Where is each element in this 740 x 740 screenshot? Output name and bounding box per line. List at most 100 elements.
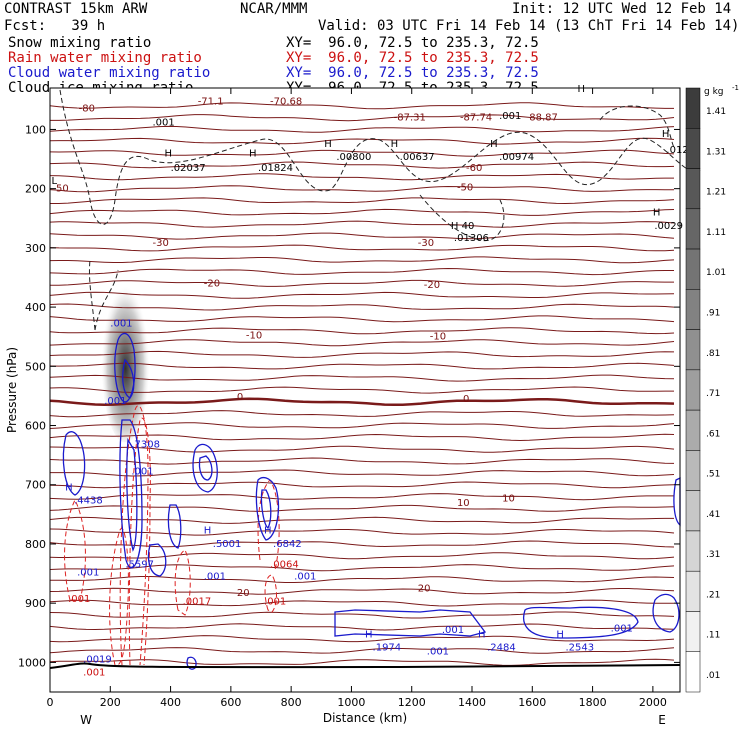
- legend-cloudice-name: Cloud ice mixing ratio: [8, 80, 194, 96]
- rain-contour: [264, 574, 277, 613]
- contour-label: H: [653, 207, 661, 218]
- temperature-contour: [49, 564, 675, 572]
- ground-line: [49, 662, 681, 669]
- contour-label: H: [204, 525, 212, 536]
- contour-label: -80: [79, 104, 95, 115]
- temperature-contour: [49, 350, 675, 358]
- valid-time: Valid: 03 UTC Fri 14 Feb 14 (13 ChT Fri …: [318, 18, 740, 34]
- temperature-contour: [49, 256, 675, 264]
- cloud-water-contour: [673, 476, 681, 527]
- contour-label: .001: [83, 667, 105, 678]
- x-tick-label: 600: [220, 696, 241, 709]
- temperature-contour: [49, 374, 675, 382]
- y-axis-label: Pressure (hPa): [5, 347, 19, 433]
- temperature-contour: [49, 125, 675, 133]
- temperature-contour: [49, 315, 675, 323]
- colorbar-unit-exponent: -1: [732, 84, 739, 92]
- colorbar-swatch: [685, 450, 701, 491]
- contour-label: .01824: [258, 163, 293, 174]
- contour-label: .001: [264, 596, 286, 607]
- y-tick-label: 1000: [18, 656, 46, 669]
- temperature-contour: [49, 623, 675, 631]
- legend-cloudwater-name: Cloud water mixing ratio: [8, 65, 211, 81]
- contour-label: .5001: [213, 539, 242, 550]
- temperature-contour: [49, 149, 675, 157]
- contour-label: .001: [442, 625, 464, 636]
- contour-label: 88.87: [529, 113, 558, 124]
- cloud-water-contour: [198, 455, 213, 481]
- colorbar-label: .91: [706, 309, 720, 319]
- colorbar-label: .81: [706, 349, 720, 359]
- contour-label: .00637: [400, 152, 435, 163]
- contour-label: -20: [424, 280, 440, 291]
- temperature-contour: [49, 291, 675, 299]
- legend-rain-name: Rain water mixing ratio: [8, 50, 202, 66]
- cloud-water-contour: [119, 419, 143, 569]
- contour-label: H: [556, 630, 564, 641]
- temperature-contour: [49, 658, 675, 666]
- legend-cloudice-xy: XY= 96.0, 72.5 to 235.3, 72.5: [286, 80, 539, 96]
- contour-label: 10: [457, 498, 470, 509]
- contour-label: .6842: [273, 539, 302, 550]
- contour-label: -30: [418, 238, 434, 249]
- temperature-contour: [49, 516, 674, 524]
- cloud-water-contour: [167, 504, 182, 549]
- y-tick-label: 900: [25, 597, 46, 610]
- east-label: E: [658, 713, 666, 727]
- colorbar-swatch: [685, 329, 701, 371]
- contour-label: H: [365, 630, 373, 641]
- temperature-contour: [49, 433, 675, 442]
- contour-label: .001: [77, 567, 99, 578]
- temperature-contour: [49, 493, 674, 501]
- contour-label: .001: [204, 571, 226, 582]
- plot-frame: [49, 87, 681, 693]
- contour-label: -10: [430, 332, 446, 343]
- init-time: Init: 12 UTC Wed 12 Feb 14: [512, 1, 732, 17]
- contour-label: .001: [68, 594, 90, 605]
- colorbar-swatch: [685, 248, 701, 290]
- colorbar-label: .01: [706, 671, 720, 681]
- contour-label: -70.68: [270, 97, 302, 108]
- contour-label: H: [324, 139, 332, 150]
- temperature-contour: [50, 576, 675, 583]
- contour-label: .2484: [487, 643, 516, 654]
- temperature-contour: [49, 173, 674, 181]
- contour-label: H: [264, 525, 272, 536]
- contour-label: .001: [104, 396, 126, 407]
- cloud-water-contour: [186, 656, 197, 670]
- contour-label: .2543: [565, 643, 594, 654]
- contour-label: .02037: [171, 163, 206, 174]
- x-tick-label: 0: [47, 696, 54, 709]
- contour-label: H: [478, 630, 486, 641]
- contour-label: H: [578, 84, 586, 95]
- contour-label: .1974: [373, 643, 402, 654]
- contour-label: -20: [204, 278, 220, 289]
- colorbar-label: .71: [706, 389, 720, 399]
- contour-label: -10: [246, 330, 262, 341]
- contour-label: 50: [56, 184, 69, 195]
- contour-label: .012: [666, 145, 688, 156]
- y-tick-label: 200: [25, 183, 46, 196]
- colorbar-label: .31: [706, 550, 720, 560]
- rain-contour: [64, 498, 86, 601]
- temperature-contour: [49, 386, 674, 394]
- contour-label: .0017: [183, 596, 212, 607]
- temperature-contour: [49, 457, 675, 465]
- rain-contour: [257, 479, 280, 571]
- temperature-contour: [49, 422, 675, 429]
- colorbar-label: 1.21: [706, 188, 726, 198]
- contour-label: 20: [237, 588, 250, 599]
- colorbar-label: 1.31: [706, 147, 726, 157]
- contour-label: .5597: [125, 560, 154, 571]
- west-label: W: [80, 713, 92, 727]
- cloud-ice-contour: [88, 259, 119, 331]
- contour-label: H: [662, 129, 670, 140]
- colorbar-swatch: [685, 409, 701, 451]
- y-tick-label: 700: [25, 479, 46, 492]
- contour-label: .7308: [131, 439, 160, 450]
- colorbar-label: 1.41: [706, 107, 726, 117]
- temperature-contour: [49, 647, 675, 654]
- colorbar-swatch: [685, 611, 701, 652]
- x-tick-label: 1800: [579, 696, 607, 709]
- x-tick-label: 400: [160, 696, 181, 709]
